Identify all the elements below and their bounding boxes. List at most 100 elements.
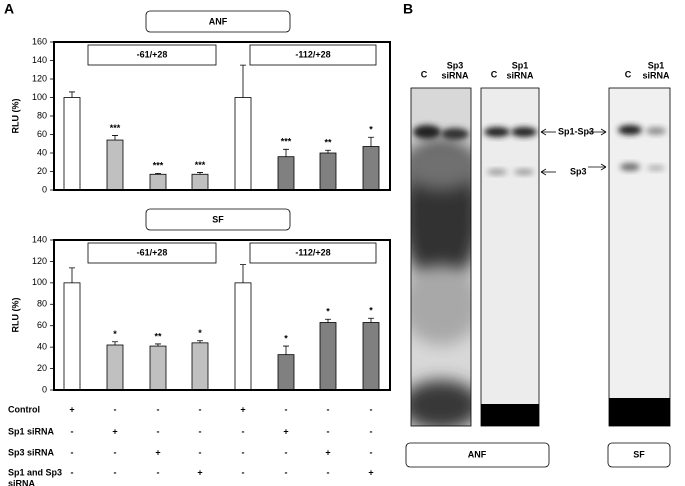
- treatment-sign: -: [370, 426, 373, 436]
- treatment-sign: +: [69, 404, 74, 414]
- y-tick-label: 40: [37, 147, 47, 157]
- treatment-sign: +: [112, 426, 117, 436]
- treatment-sign: -: [199, 426, 202, 436]
- bar: [277, 354, 295, 391]
- y-tick-label: 100: [32, 277, 47, 287]
- significance-label: **: [324, 138, 332, 148]
- error-bar: [325, 318, 331, 323]
- y-tick-label: 0: [42, 184, 47, 194]
- gel-image: [481, 88, 539, 426]
- y-axis-label: RLU (%): [10, 99, 20, 134]
- gel-image: [609, 88, 670, 426]
- lane-label: C: [491, 69, 498, 79]
- error-bar: [283, 148, 289, 157]
- y-tick-label: 0: [42, 384, 47, 394]
- treatment-sign: -: [199, 447, 202, 457]
- gel-group-label: SF: [633, 449, 645, 459]
- lane-label: siRNA: [506, 70, 534, 80]
- significance-label: ***: [110, 123, 121, 133]
- treatment-label: Sp1 siRNA: [8, 426, 55, 436]
- title-box: [145, 10, 291, 33]
- treatment-sign: -: [327, 426, 330, 436]
- group-label: -61/+28: [137, 49, 168, 59]
- treatment-sign: -: [71, 426, 74, 436]
- y-tick-label: 80: [37, 110, 47, 120]
- lane-label: siRNA: [642, 70, 670, 80]
- group-box: [87, 44, 217, 66]
- treatment-sign: -: [370, 404, 373, 414]
- group-label: -112/+28: [295, 49, 330, 59]
- group-box: [87, 242, 217, 264]
- treatment-sign: -: [114, 404, 117, 414]
- band-label: Sp3: [570, 166, 587, 176]
- error-bar: [69, 267, 75, 283]
- bar: [234, 282, 252, 391]
- treatment-label: siRNA: [8, 478, 36, 486]
- treatment-sign: -: [242, 447, 245, 457]
- significance-label: ***: [153, 161, 164, 171]
- y-tick-label: 140: [32, 234, 47, 244]
- treatment-sign: -: [114, 447, 117, 457]
- bar: [191, 342, 209, 391]
- chart-title: SF: [212, 214, 224, 224]
- error-bar: [368, 136, 374, 147]
- lane-label: Sp1: [512, 60, 529, 70]
- bar: [106, 344, 124, 391]
- bar: [362, 322, 380, 391]
- treatment-sign: -: [327, 467, 330, 477]
- bar: [149, 173, 167, 191]
- error-bar: [112, 135, 118, 141]
- y-tick-label: 160: [32, 36, 47, 46]
- bar: [191, 173, 209, 191]
- treatment-sign: -: [157, 426, 160, 436]
- treatment-sign: +: [283, 426, 288, 436]
- treatment-sign: +: [197, 467, 202, 477]
- bar: [106, 139, 124, 191]
- treatment-sign: +: [368, 467, 373, 477]
- treatment-label: Control: [8, 404, 40, 414]
- lane-label: C: [421, 69, 428, 79]
- treatment-sign: +: [155, 447, 160, 457]
- lane-label: Sp3: [447, 60, 464, 70]
- treatment-sign: +: [240, 404, 245, 414]
- gel-image: [411, 88, 471, 426]
- error-bar: [368, 317, 374, 323]
- significance-label: *: [198, 328, 202, 338]
- significance-label: **: [154, 331, 162, 341]
- group-box: [249, 44, 377, 66]
- plot-frame: [53, 239, 391, 391]
- y-tick-label: 40: [37, 342, 47, 352]
- lane-label: C: [625, 69, 632, 79]
- error-bar: [283, 345, 289, 355]
- group-label: -112/+28: [295, 247, 330, 257]
- y-tick-label: 60: [37, 320, 47, 330]
- lane-label: siRNA: [441, 70, 469, 80]
- treatment-label: Sp1 and Sp3: [8, 467, 62, 477]
- error-bar: [240, 264, 246, 283]
- y-tick-label: 120: [32, 73, 47, 83]
- y-tick-label: 20: [37, 166, 47, 176]
- treatment-sign: -: [71, 447, 74, 457]
- error-bar: [325, 149, 331, 153]
- significance-label: *: [369, 125, 373, 135]
- y-tick-label: 60: [37, 129, 47, 139]
- bar: [234, 97, 252, 191]
- treatment-sign: -: [157, 404, 160, 414]
- error-bar: [155, 172, 161, 175]
- y-tick-label: 120: [32, 256, 47, 266]
- significance-label: *: [284, 333, 288, 343]
- chart-title: ANF: [209, 16, 228, 26]
- bar: [319, 152, 337, 191]
- significance-label: *: [369, 306, 373, 316]
- y-tick-label: 80: [37, 299, 47, 309]
- error-bar: [69, 91, 75, 98]
- y-tick-label: 100: [32, 92, 47, 102]
- significance-label: ***: [195, 160, 206, 170]
- bar: [63, 282, 81, 391]
- error-bar: [197, 340, 203, 343]
- treatment-label: Sp3 siRNA: [8, 447, 55, 457]
- bar: [362, 146, 380, 191]
- arrows: [540, 128, 607, 176]
- treatment-sign: -: [285, 447, 288, 457]
- y-axis-label: RLU (%): [10, 298, 20, 333]
